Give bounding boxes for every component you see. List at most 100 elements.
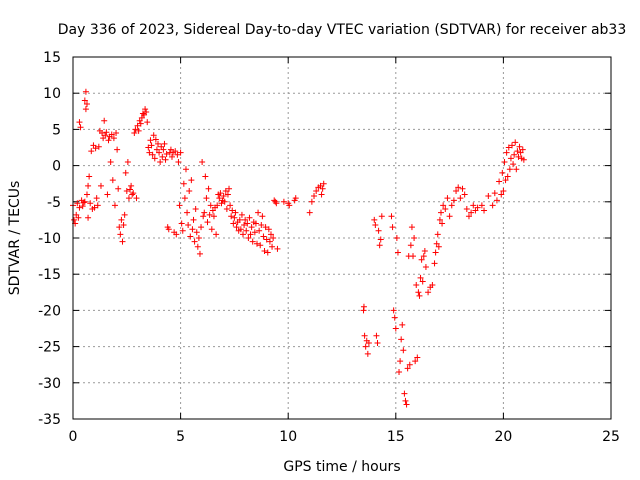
y-axis-label: SDTVAR / TECUs (7, 181, 23, 296)
data-point (390, 307, 397, 314)
data-point (270, 235, 277, 241)
data-point (507, 155, 514, 162)
x-tick-label: 5 (176, 429, 185, 445)
data-point (319, 185, 326, 192)
data-point (511, 151, 518, 158)
data-point (375, 227, 382, 234)
data-point (192, 206, 199, 213)
data-point (81, 198, 88, 205)
x-tick-label: 0 (69, 429, 78, 445)
data-point (429, 282, 436, 289)
data-point (398, 336, 405, 343)
y-tick-label: -5 (47, 195, 61, 211)
data-point (77, 124, 84, 131)
data-point (360, 303, 367, 310)
data-point (265, 226, 272, 233)
data-point (149, 151, 156, 158)
data-point (200, 213, 207, 220)
data-point (457, 195, 464, 202)
data-point (222, 187, 229, 194)
data-point (255, 209, 262, 216)
data-point (240, 231, 247, 238)
data-point (512, 139, 519, 146)
data-point (83, 191, 90, 198)
data-point (407, 242, 414, 249)
data-point (213, 231, 220, 238)
data-point (144, 119, 151, 126)
data-point (174, 151, 181, 158)
data-point (173, 231, 180, 238)
data-point (86, 173, 93, 180)
x-tick-label: 25 (602, 429, 620, 445)
data-point (119, 238, 126, 245)
data-point (194, 243, 201, 250)
data-point (91, 204, 98, 211)
data-point (163, 151, 170, 158)
data-point (262, 224, 269, 231)
data-point (397, 358, 404, 365)
y-tick-label: 15 (43, 50, 61, 66)
data-point (75, 214, 82, 221)
data-point (101, 117, 108, 124)
data-point (264, 249, 271, 256)
data-point (162, 156, 169, 163)
data-point (94, 202, 101, 209)
data-point (199, 158, 206, 165)
data-point (435, 243, 442, 250)
data-point (245, 235, 252, 241)
data-point (107, 158, 114, 165)
data-point (392, 325, 399, 332)
data-point (103, 129, 110, 136)
data-point (463, 206, 470, 213)
data-point (388, 213, 395, 220)
data-point (185, 221, 192, 228)
data-point (156, 149, 163, 156)
data-point (249, 238, 256, 245)
data-point (196, 250, 203, 257)
data-point (502, 177, 509, 184)
data-point (364, 350, 371, 357)
data-point (520, 156, 527, 163)
data-point (208, 226, 215, 233)
data-point (246, 214, 253, 221)
data-point (110, 135, 117, 142)
data-point (242, 216, 249, 223)
data-point (201, 209, 208, 216)
data-point (229, 207, 236, 214)
data-point (373, 332, 380, 339)
y-tick-label: 0 (52, 159, 61, 175)
data-point (399, 321, 406, 328)
data-point (113, 130, 120, 137)
data-point (516, 143, 523, 150)
data-point (189, 226, 196, 233)
data-point (504, 173, 511, 180)
data-point (187, 233, 194, 240)
data-point (191, 238, 198, 245)
y-tick-label: -30 (38, 376, 61, 392)
data-point (308, 198, 315, 205)
data-point (87, 200, 94, 207)
data-point (181, 195, 188, 202)
data-point (273, 200, 280, 207)
data-point (313, 187, 320, 194)
data-point (127, 186, 134, 193)
data-point (389, 224, 396, 231)
data-point (160, 146, 167, 153)
data-point (274, 245, 281, 252)
data-point (241, 221, 248, 228)
data-point (485, 193, 492, 200)
data-point (104, 191, 111, 198)
data-point (416, 292, 423, 299)
grid-lines (73, 57, 611, 419)
data-point (503, 149, 510, 156)
data-point (394, 249, 401, 256)
data-point (184, 209, 191, 216)
data-point (442, 206, 449, 213)
data-point (161, 140, 168, 147)
data-point (81, 97, 88, 104)
data-point (214, 202, 221, 209)
chart-title: Day 336 of 2023, Sidereal Day-to-day VTE… (58, 22, 627, 38)
data-point (257, 242, 264, 249)
data-point (159, 153, 166, 160)
